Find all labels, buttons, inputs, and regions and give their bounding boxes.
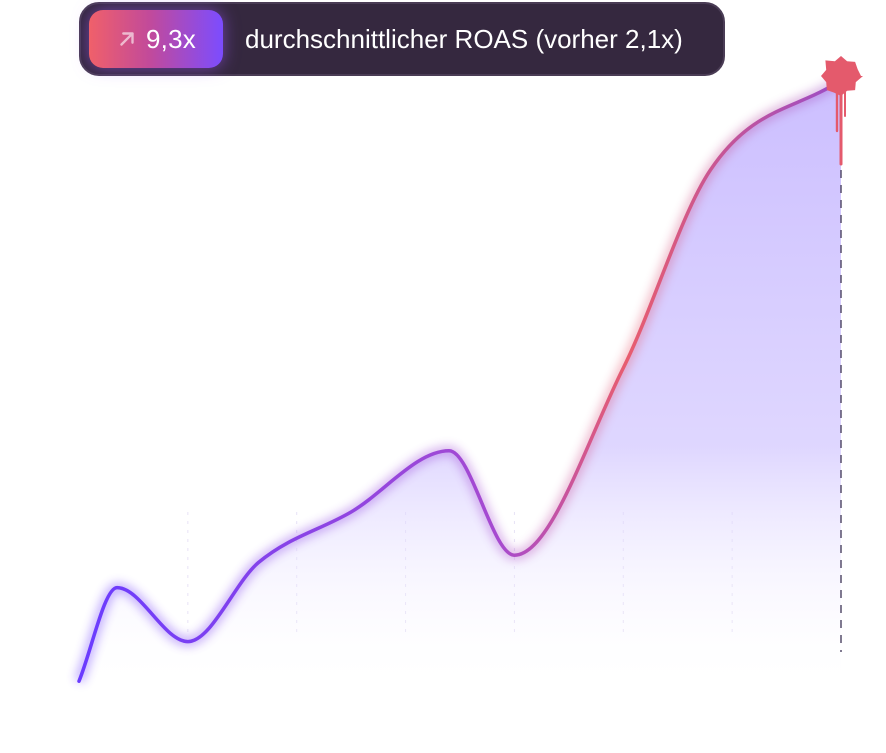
data-point-3 <box>257 560 261 564</box>
data-point-9 <box>839 78 843 82</box>
arrow-up-right-icon <box>120 32 134 46</box>
series-line <box>77 78 843 683</box>
paint-splat-blob <box>821 56 863 96</box>
paint-splat-marker <box>821 56 863 166</box>
data-point-0 <box>77 679 81 683</box>
area-fill <box>79 80 841 692</box>
roas-label: durchschnittlicher ROAS (vorher 2,1x) <box>245 23 683 54</box>
data-point-4 <box>349 510 353 514</box>
data-point-8 <box>708 168 712 172</box>
roas-value: 9,3x <box>146 23 196 54</box>
roas-value-badge: 9,3x <box>89 10 223 68</box>
data-point-2 <box>186 640 190 644</box>
data-point-7 <box>621 366 625 370</box>
roas-stat-pill: 9,3x durchschnittlicher ROAS (vorher 2,1… <box>79 2 725 76</box>
data-point-6 <box>512 553 516 557</box>
data-point-1 <box>115 586 119 590</box>
data-point-5 <box>447 449 451 453</box>
